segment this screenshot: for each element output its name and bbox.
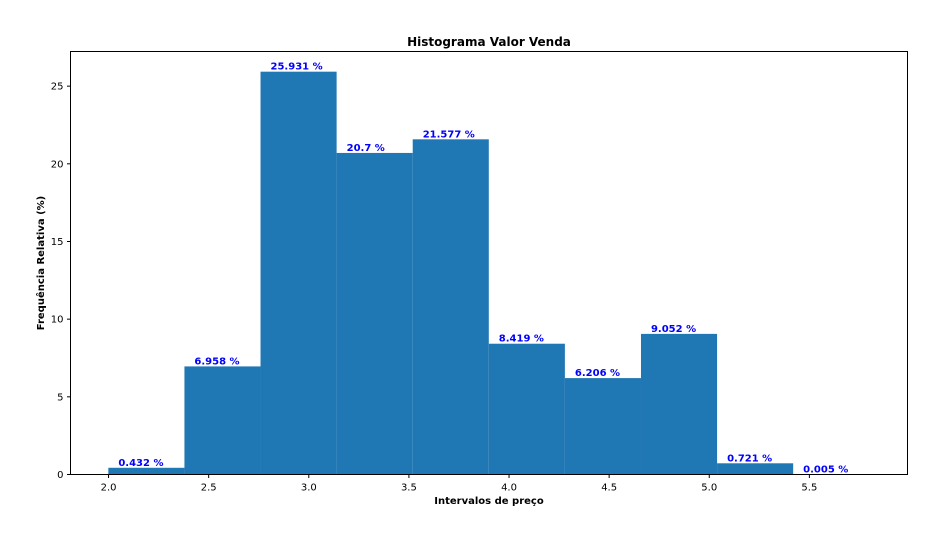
y-tick-label: 25: [51, 82, 64, 93]
histogram-bar: [488, 343, 565, 475]
y-axis-label: Frequência Relativa (%): [35, 196, 47, 330]
histogram-bar: [336, 152, 413, 475]
data-labels-group: 0.432 % 6.958 % 25.931 % 20.7 % 21.577 % 8.41…: [118, 62, 848, 476]
x-tick-label: 3.0: [301, 483, 317, 494]
histogram-bar: [108, 467, 185, 475]
x-tick-label: 5.0: [701, 483, 717, 494]
bar-value-label: 8.419 %: [499, 334, 544, 345]
histogram-bar: [564, 378, 641, 475]
x-tick-label: 4.5: [601, 483, 617, 494]
x-tick-label: 5.5: [801, 483, 817, 494]
chart-title: Histograma Valor Venda: [407, 35, 571, 49]
histogram-bar: [412, 139, 489, 475]
y-axis-ticks: 0 5 10 15 20 25: [51, 82, 71, 481]
bar-value-label: 6.206 %: [575, 368, 620, 379]
x-tick-label: 2.5: [201, 483, 217, 494]
bar-value-label: 25.931 %: [271, 62, 323, 73]
bar-value-label: 0.432 %: [118, 458, 163, 469]
histogram-bar: [640, 333, 718, 475]
x-tick-label: 3.5: [401, 483, 417, 494]
plot-frame: [70, 51, 908, 475]
bar-value-label: 21.577 %: [423, 129, 475, 140]
bar-value-label: 6.958 %: [194, 356, 239, 367]
y-tick-label: 20: [51, 159, 64, 170]
y-tick-label: 0: [57, 470, 63, 481]
bars-group: [108, 71, 870, 475]
x-tick-label: 4.0: [501, 483, 517, 494]
bar-value-label: 20.7 %: [347, 143, 385, 154]
bar-value-label: 0.005 %: [803, 464, 848, 475]
y-tick-label: 10: [51, 315, 64, 326]
y-tick-label: 5: [57, 392, 63, 403]
x-axis-label: Intervalos de preço: [434, 496, 544, 507]
bar-value-label: 0.721 %: [727, 453, 772, 464]
histogram-bar: [260, 71, 337, 475]
histogram-bar: [184, 366, 261, 475]
histogram-bar: [717, 463, 794, 475]
bar-value-label: 9.052 %: [651, 324, 696, 335]
x-tick-label: 2.0: [101, 483, 117, 494]
y-tick-label: 15: [51, 237, 64, 248]
x-axis-ticks: 2.0 2.5 3.0 3.5 4.0 4.5 5.0 5.5: [101, 474, 817, 494]
